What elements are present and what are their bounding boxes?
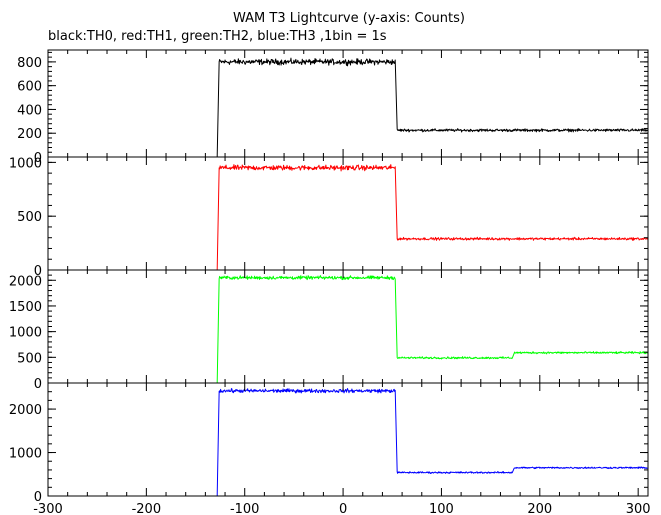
y-tick-label: 0 bbox=[34, 264, 42, 279]
series-line-th0 bbox=[47, 57, 649, 158]
y-tick-label: 800 bbox=[17, 56, 42, 71]
series-line-th3 bbox=[47, 388, 649, 497]
panel-frame bbox=[47, 382, 649, 497]
y-tick-label: 1000 bbox=[9, 156, 42, 171]
chart-title: WAM T3 Lightcurve (y-axis: Counts) bbox=[233, 11, 465, 26]
chart-subtitle: black:TH0, red:TH1, green:TH2, blue:TH3 … bbox=[48, 29, 387, 44]
panel-th3: 0 1000 2000 bbox=[9, 382, 649, 505]
y-tick-label: 200 bbox=[17, 127, 42, 142]
panels-group: 0200400600800050010000500100015002000010… bbox=[9, 49, 651, 515]
panel-th0: 0 200 400 600 800 bbox=[17, 49, 649, 166]
panel-frame bbox=[47, 49, 649, 158]
y-tick-label: 500 bbox=[17, 351, 42, 366]
y-tick-label: 1000 bbox=[9, 326, 42, 341]
panel-th1: 0 500 1000 bbox=[9, 156, 649, 279]
x-tick-label: -100 bbox=[230, 502, 260, 515]
x-tick-label: 300 bbox=[626, 502, 651, 515]
panel-th2: 0 500 1000 1500 2000 bbox=[9, 269, 649, 392]
y-tick-label: 500 bbox=[17, 210, 42, 225]
series-line-th1 bbox=[47, 164, 649, 271]
series-line-th2 bbox=[47, 275, 649, 384]
panel-frame bbox=[47, 269, 649, 384]
panel-frame bbox=[47, 156, 649, 271]
y-tick-label: 0 bbox=[34, 377, 42, 392]
x-tick-label: -200 bbox=[132, 502, 162, 515]
y-tick-label: 0 bbox=[34, 151, 42, 166]
y-tick-label: 600 bbox=[17, 80, 42, 95]
y-tick-label: 400 bbox=[17, 103, 42, 118]
x-tick-label: 200 bbox=[527, 502, 552, 515]
y-tick-label: 0 bbox=[34, 490, 42, 505]
y-tick-label: 2000 bbox=[9, 403, 42, 418]
y-tick-label: 2000 bbox=[9, 274, 42, 289]
x-tick-label: 100 bbox=[429, 502, 454, 515]
x-tick-label: 0 bbox=[339, 502, 347, 515]
y-tick-label: 1000 bbox=[9, 447, 42, 462]
x-tick-label: -300 bbox=[33, 502, 63, 515]
y-tick-label: 1500 bbox=[9, 300, 42, 315]
